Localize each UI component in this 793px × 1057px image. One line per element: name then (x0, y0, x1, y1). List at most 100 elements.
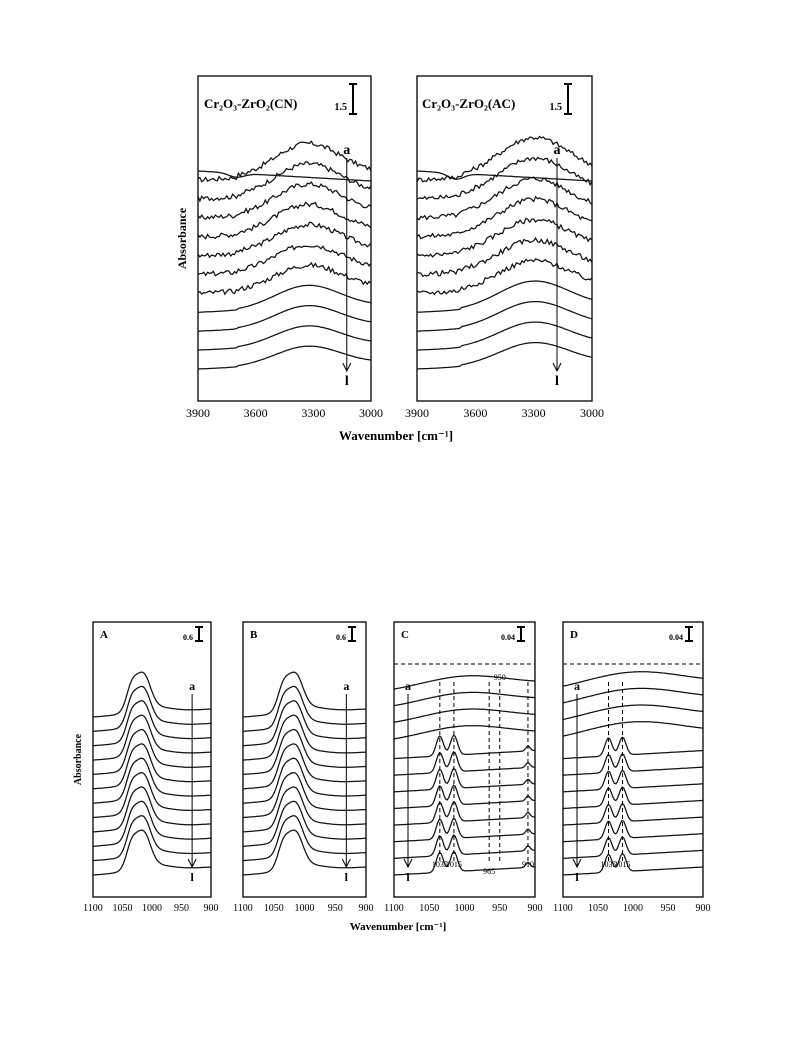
x-tick-label: 1100 (384, 903, 404, 914)
spectrum-line (92, 671, 212, 718)
x-tick-label: 900 (528, 903, 543, 914)
arrow-end-label: l (345, 870, 349, 884)
x-tick-label: 3900 (405, 406, 429, 420)
spectrum-line (393, 767, 536, 793)
arrow-head (342, 362, 352, 373)
spectrum-line (416, 236, 593, 278)
spectrum-line (243, 800, 367, 847)
spectrum-line (562, 687, 704, 704)
x-tick-label: 3300 (301, 406, 325, 420)
spectrum-line (416, 341, 593, 370)
arrow-start-label: a (343, 143, 350, 158)
arrow-start-label: a (343, 679, 349, 693)
x-tick-label: 1000 (623, 903, 643, 914)
spectra-panel-3: A 0.6 1100 1050 1000 950 900 Absorbance a l (73, 621, 219, 914)
spectrum-line (562, 802, 704, 826)
spectrum-line (416, 135, 593, 183)
spectrum-line (197, 201, 372, 240)
x-tick-label: 3600 (463, 406, 487, 420)
scale-bar-label: 0.04 (501, 633, 515, 642)
spectrum-line (197, 140, 372, 183)
panel-frame (562, 621, 704, 898)
scale-bar (564, 83, 572, 115)
spectrum-line (563, 736, 704, 760)
spectrum-line (92, 714, 212, 761)
spectrum-line (197, 161, 372, 203)
spectrum-line (242, 829, 367, 876)
panel-frame (92, 621, 212, 898)
top-x-axis-label: Wavenumber [cm⁻¹] (339, 428, 453, 443)
x-tick-label: 1000 (295, 903, 315, 914)
scale-bar-label: 1.5 (335, 102, 348, 113)
spectrum-line (562, 819, 704, 843)
spectrum-line (416, 195, 593, 240)
spectrum-line (198, 284, 372, 313)
x-tick-label: 3900 (186, 406, 210, 420)
arrow-start-label: a (405, 679, 411, 693)
scale-bar (685, 626, 693, 642)
spectrum-line (393, 725, 536, 740)
spectrum-line (562, 671, 704, 687)
peak-label: 1035 (432, 860, 448, 869)
peak-label: 950 (494, 673, 506, 682)
spectrum-line (92, 829, 212, 876)
x-tick-label: 950 (661, 903, 676, 914)
x-tick-label: 900 (696, 903, 711, 914)
spectrum-line (562, 753, 704, 776)
panel-title: A (100, 629, 108, 641)
spectrum-line (393, 817, 536, 843)
spectrum-line (562, 836, 704, 860)
spectrum-line (92, 757, 211, 804)
spectrum-line (92, 685, 212, 732)
spectrum-line (242, 771, 367, 819)
peak-label: 1015 (615, 860, 631, 869)
arrow-head (552, 362, 562, 373)
spectrum-line (393, 850, 536, 876)
panel-frame (416, 75, 593, 402)
arrow-head (187, 858, 197, 869)
x-tick-label: 900 (359, 903, 374, 914)
spectrum-line (92, 700, 212, 747)
arrow-head (572, 858, 582, 869)
spectrum-line (416, 280, 593, 313)
spectrum-line (197, 221, 372, 259)
arrow-start-label: a (574, 679, 580, 693)
spectrum-line (393, 784, 535, 810)
spectrum-line (416, 258, 593, 296)
spectrum-line (197, 345, 372, 370)
spectrum-line (242, 714, 367, 761)
spectrum-line (562, 704, 704, 721)
spectrum-line (416, 156, 593, 201)
arrow-end-label: l (190, 870, 194, 884)
spectra-panel-2: Cr₂O₃-ZrO₂(AC) 1.5 3900 3600 3300 3000 a l (405, 75, 604, 420)
spectrum-line (393, 751, 536, 776)
x-tick-label: 1000 (142, 903, 162, 914)
peak-label: 1035 (601, 860, 617, 869)
spectrum-line (393, 800, 536, 826)
peak-label: 1015 (446, 860, 462, 869)
spectrum-line (416, 176, 593, 221)
x-tick-label: 3300 (522, 406, 546, 420)
spectra-panel-1: Cr₂O₃-ZrO₂(CN) 1.5 3900 3600 3300 3000 Absorba… (175, 75, 383, 420)
spectrum-line (92, 728, 212, 776)
x-tick-label: 950 (174, 903, 189, 914)
arrow-end-label: l (345, 374, 349, 389)
panel-title: Cr₂O₃-ZrO₂(CN) (204, 96, 297, 111)
x-tick-label: 3600 (244, 406, 268, 420)
spectrum-line (242, 728, 367, 776)
scale-bar (348, 626, 356, 642)
spectrum-line (417, 300, 593, 332)
arrow-end-label: l (555, 374, 559, 389)
arrow-head (341, 858, 351, 869)
x-tick-label: 1100 (553, 903, 573, 914)
spectrum-line (197, 180, 372, 220)
spectrum-line (394, 734, 535, 760)
arrow-end-label: l (575, 870, 579, 884)
spectrum-line (197, 325, 372, 351)
x-tick-label: 1050 (419, 903, 439, 914)
spectrum-line (416, 170, 593, 182)
arrow-start-label: a (189, 679, 195, 693)
panel-frame (393, 621, 536, 898)
